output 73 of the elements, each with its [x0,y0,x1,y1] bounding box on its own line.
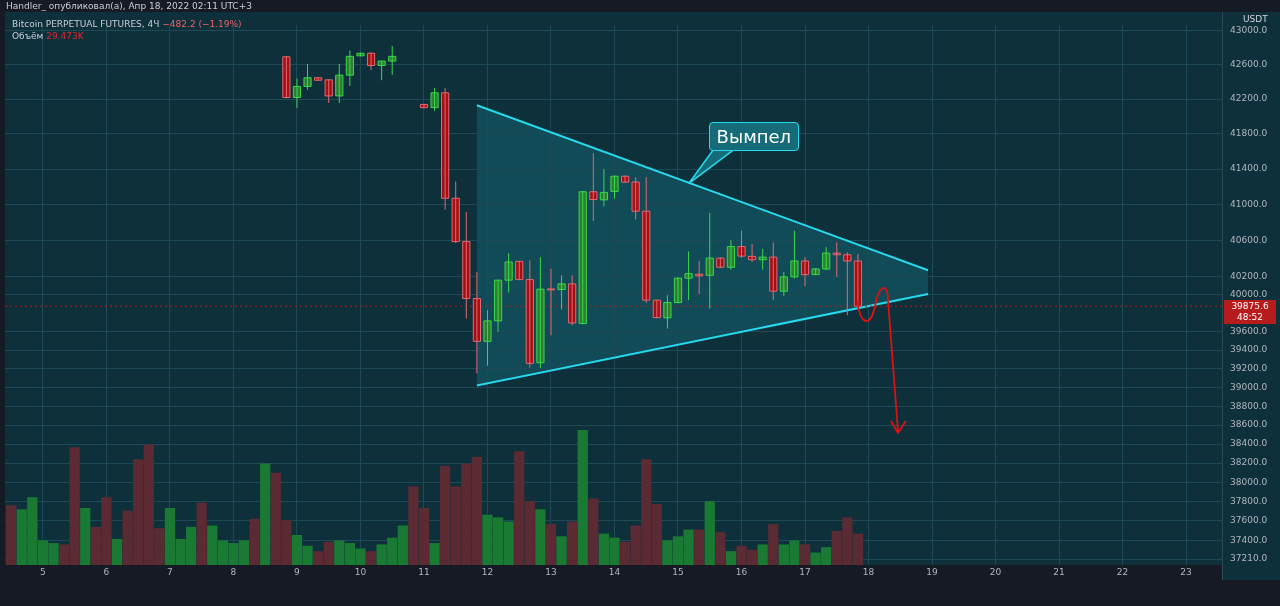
bar [429,543,440,565]
x-tick-label: 19 [926,566,939,577]
y-tick-label: 39400.0 [1230,344,1268,355]
bar [588,498,599,565]
y-tick-label: 42200.0 [1230,93,1268,104]
bar [6,505,17,565]
y-tick-label: 40600.0 [1230,234,1268,245]
bar [768,524,779,565]
y-tick-label: 41800.0 [1230,128,1268,139]
bar [799,544,811,565]
annotation: Вымпел [708,121,800,151]
x-tick-label: 23 [1180,566,1192,577]
bar [80,507,91,565]
x-tick-label: 6 [103,566,110,577]
x-tick-label: 20 [989,566,1002,577]
bar [260,463,271,565]
y-tick-label: 37210.0 [1230,553,1268,564]
y-tick-label: 39200.0 [1230,363,1268,374]
y-tick-label: 38600.0 [1230,419,1268,430]
bar [545,524,557,565]
y-tick-label: 39000.0 [1230,381,1268,392]
chart-subtitle: −482.2 (−1.19%) [162,19,242,29]
y-tick-label: 37400.0 [1230,534,1268,545]
text: Handler_ опубликовал(а), Апр 18, 2022 02:11 UTC+3 [6,1,252,11]
candlestick [303,63,312,91]
bar [725,551,737,565]
chart-title: Bitcoin PERPETUAL FUTURES, 4Ч [12,19,160,29]
y-tick-label: 37600.0 [1230,515,1268,526]
y-tick-label: 43000.0 [1230,24,1268,35]
y-tick-label: 38800.0 [1230,400,1268,411]
x-tick-label: 15 [672,566,684,577]
bar [365,551,377,565]
y-tick-label: 41400.0 [1230,163,1268,174]
x-tick-label: 7 [167,566,173,577]
y-tick-label: 40000.0 [1230,289,1268,300]
x-tick-label: 21 [1053,566,1065,577]
bar [567,521,578,565]
bar [757,544,768,565]
y-tick-label: 38000.0 [1230,476,1268,487]
x-tick-label: 10 [354,566,367,577]
x-tick-label: 12 [481,566,494,577]
bar [704,501,715,565]
y-tick-label: 39600.0 [1230,325,1268,336]
y-tick-label: 42600.0 [1230,59,1268,69]
y-tick-label: 38400.0 [1230,438,1268,449]
x-tick-label: 9 [294,566,301,577]
bar [715,532,726,565]
x-tick-label: 16 [735,566,748,577]
y-axis-title: USDT [1243,14,1268,24]
y-tick-label: 41000.0 [1230,198,1268,209]
x-tick-label: 8 [230,566,237,577]
bar [535,509,546,565]
annotation: Объём 29.473K [12,31,84,41]
text: 48:52 [1237,312,1263,323]
x-tick-label: 13 [545,566,557,577]
bar [196,502,207,565]
candlestick [737,230,746,259]
y-tick-label: 40200.0 [1230,270,1268,281]
x-tick-label: 5 [40,566,46,577]
x-tick-label: 17 [799,566,811,577]
y-tick-label: 38200.0 [1230,457,1268,468]
bar [694,529,705,565]
ref-line-label: 39875.6 [1231,301,1269,312]
bar [249,518,260,565]
x-tick-label: 14 [608,566,621,577]
bar [556,536,567,565]
candlestick [483,309,492,367]
x-tick-label: 18 [862,566,875,577]
x-tick-label: 11 [418,566,430,577]
bar [111,539,123,565]
bar [577,430,588,565]
y-tick-label: 37800.0 [1230,495,1268,506]
x-tick-label: 22 [1116,566,1129,577]
